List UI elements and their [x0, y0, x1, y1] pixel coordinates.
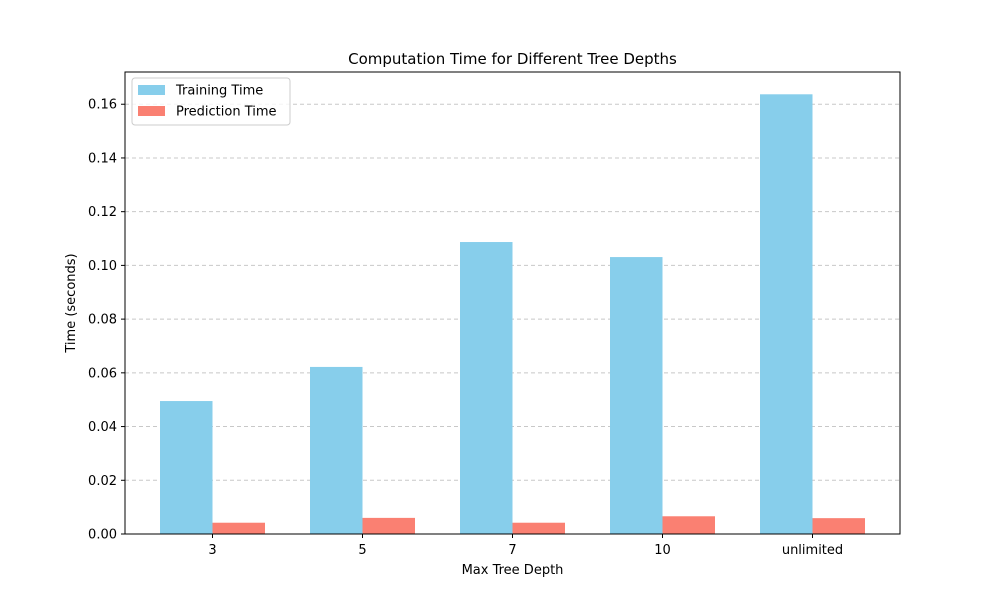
y-tick-label: 0.14	[88, 151, 117, 166]
bar-training-time-5	[310, 366, 363, 534]
bar-training-time-7	[460, 242, 513, 535]
x-tick-label: 7	[508, 543, 516, 558]
bar-prediction-time-unlimited	[812, 518, 865, 534]
bar-prediction-time-5	[362, 517, 415, 534]
x-tick-label: 5	[358, 543, 366, 558]
y-tick-label: 0.04	[88, 420, 117, 435]
chart-title: Computation Time for Different Tree Dept…	[348, 50, 677, 68]
x-tick-label: unlimited	[782, 543, 843, 558]
legend-label-prediction-time: Prediction Time	[176, 105, 277, 120]
y-tick-label: 0.02	[88, 474, 117, 489]
bars-layer	[160, 94, 865, 535]
legend-label-training-time: Training Time	[175, 84, 263, 99]
y-axis: 0.00 0.02 0.04 0.06 0.08 0.10 0.12 0.14 0.16	[88, 98, 125, 543]
x-axis-label: Max Tree Depth	[462, 563, 564, 578]
bar-prediction-time-7	[512, 522, 565, 534]
bar-training-time-3	[160, 401, 213, 534]
bar-training-time-10	[610, 257, 663, 534]
x-axis: 3 5 7 10 unlimited	[208, 534, 843, 558]
bar-prediction-time-10	[662, 516, 715, 534]
y-tick-label: 0.08	[88, 313, 117, 328]
y-tick-label: 0.06	[88, 366, 117, 381]
x-tick-label: 10	[654, 543, 671, 558]
y-tick-label: 0.10	[88, 259, 117, 274]
legend: Training Time Prediction Time	[131, 77, 291, 126]
bar-prediction-time-3	[212, 522, 265, 534]
y-axis-label: Time (seconds)	[64, 253, 79, 353]
y-tick-label: 0.00	[88, 528, 117, 543]
legend-swatch-training-time	[138, 85, 165, 95]
x-tick-label: 3	[208, 543, 216, 558]
legend-swatch-prediction-time	[138, 106, 165, 116]
legend-frame	[131, 77, 291, 126]
bar-training-time-unlimited	[760, 94, 813, 534]
y-tick-label: 0.12	[88, 205, 117, 220]
y-tick-label: 0.16	[88, 98, 117, 113]
